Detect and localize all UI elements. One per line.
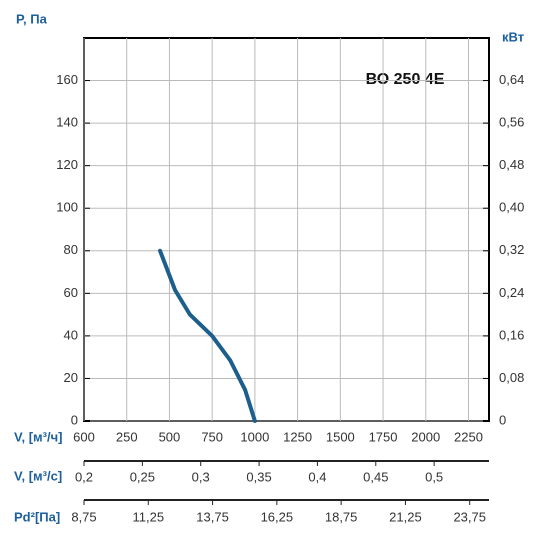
x-tick-label: 250 <box>116 429 138 444</box>
x2-tick-label: 0,2 <box>75 469 93 484</box>
y2-tick-label: 0,56 <box>499 115 524 130</box>
y-tick-label: 40 <box>64 327 78 342</box>
curve <box>158 248 257 423</box>
y-tick-label: 140 <box>56 115 78 130</box>
y2-tick-label: 0,64 <box>499 72 524 87</box>
y2-tick-label: 0,48 <box>499 157 524 172</box>
model-annotation: ВО 250 4Е <box>366 71 445 88</box>
x-tick-label: 1500 <box>326 429 355 444</box>
x3-tick-label: 16,25 <box>261 509 294 524</box>
x-tick-label: 750 <box>201 429 223 444</box>
y-tick-label: 20 <box>64 370 78 385</box>
y-tick-label: 0 <box>71 412 78 427</box>
y2-tick-label: 0 <box>499 412 506 427</box>
y-tick-label: 160 <box>56 72 78 87</box>
y-tick-label: 120 <box>56 157 78 172</box>
x3-tick-label: 18,75 <box>325 509 358 524</box>
y-tick-label: 60 <box>64 285 78 300</box>
y2-tick-label: 0,40 <box>499 200 524 215</box>
x3-axis-label: Pd²[Па] <box>14 509 60 524</box>
x-axis-label: V, [м³/ч] <box>14 429 62 444</box>
y-axis-label: P, Па <box>16 11 48 26</box>
x-tick-label: 1000 <box>240 429 269 444</box>
y2-tick-label: 0,16 <box>499 327 524 342</box>
x-tick-label: 2000 <box>411 429 440 444</box>
x2-tick-label: 0,45 <box>363 469 388 484</box>
x2-tick-label: 0,3 <box>192 469 210 484</box>
x2-tick-label: 0,4 <box>308 469 326 484</box>
annotation-box <box>345 63 473 97</box>
x-tick-label: 2250 <box>454 429 483 444</box>
x2-tick-label: 0,5 <box>425 469 443 484</box>
y-tick-label: 100 <box>56 200 78 215</box>
y-tick-label: 80 <box>64 242 78 257</box>
y2-tick-label: 0,32 <box>499 242 524 257</box>
x3-tick-label: 23,75 <box>453 509 486 524</box>
y2-axis-label: кВт <box>502 29 524 44</box>
x3-tick-label: 8,75 <box>71 509 96 524</box>
y2-tick-label: 0,08 <box>499 370 524 385</box>
y2-tick-label: 0,24 <box>499 285 524 300</box>
x3-tick-label: 21,25 <box>389 509 422 524</box>
x-tick-label: 1750 <box>369 429 398 444</box>
x2-tick-label: 0,35 <box>246 469 271 484</box>
x-tick-label: 500 <box>159 429 181 444</box>
x2-axis-label: V, [м³/с] <box>14 468 62 483</box>
x-tick-label: 600 <box>73 429 95 444</box>
x2-tick-label: 0,25 <box>130 469 155 484</box>
x-tick-label: 1250 <box>283 429 312 444</box>
x3-tick-label: 13,75 <box>196 509 229 524</box>
x3-tick-label: 11,25 <box>132 509 164 524</box>
